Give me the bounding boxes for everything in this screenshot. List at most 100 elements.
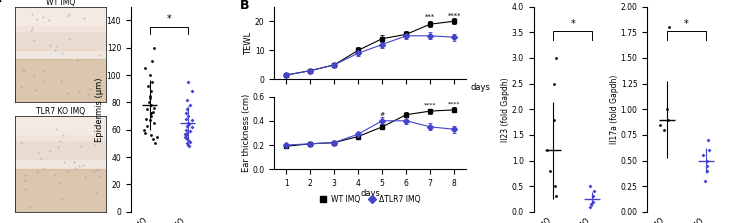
Point [94, 174, 106, 178]
Point [147, 138, 159, 141]
Point [182, 143, 194, 147]
Point [62, 37, 74, 40]
Point [655, 123, 666, 126]
Point [89, 190, 101, 193]
Point [147, 110, 159, 114]
Point [37, 15, 49, 19]
Legend: WT IMQ, ΔTLR7 IMQ: WT IMQ, ΔTLR7 IMQ [317, 192, 424, 207]
Point [25, 29, 37, 33]
Bar [15, 169, 106, 212]
Point [32, 151, 44, 154]
Point [75, 144, 86, 148]
Point [180, 128, 191, 132]
Y-axis label: Il23 (fold Gapdh): Il23 (fold Gapdh) [501, 77, 510, 142]
Point [698, 154, 710, 157]
Text: ***: *** [425, 14, 435, 20]
Point [146, 80, 158, 84]
Point [181, 131, 193, 134]
Point [180, 134, 192, 137]
Point [184, 129, 196, 133]
Point [73, 90, 85, 93]
Point [549, 184, 561, 188]
Point [92, 81, 103, 85]
Point [62, 92, 74, 95]
Point [183, 122, 195, 126]
Point [587, 200, 599, 203]
Point [141, 107, 152, 111]
Point [29, 73, 40, 77]
Point [37, 166, 48, 169]
Point [144, 97, 155, 100]
Point [181, 124, 193, 128]
Point [44, 43, 56, 47]
Point [45, 149, 56, 152]
Point [68, 160, 80, 164]
Text: *: * [166, 14, 172, 25]
Point [151, 135, 163, 138]
Y-axis label: Epidermis (µm): Epidermis (µm) [95, 77, 104, 142]
Point [71, 58, 83, 61]
Point [658, 128, 670, 132]
Point [31, 170, 43, 173]
Point [52, 146, 64, 149]
Point [145, 134, 157, 137]
Point [138, 128, 150, 132]
Point [141, 84, 153, 88]
Point [26, 13, 38, 16]
Point [184, 103, 196, 107]
Point [550, 56, 561, 60]
Point [149, 142, 161, 145]
Point [78, 16, 89, 20]
Point [548, 118, 560, 121]
Point [183, 139, 195, 142]
Point [51, 44, 62, 48]
Bar [15, 26, 106, 50]
Point [583, 184, 595, 188]
Point [585, 202, 597, 206]
Point [584, 205, 596, 209]
Point [37, 80, 49, 83]
Point [49, 49, 61, 52]
Point [43, 19, 55, 22]
Point [54, 139, 66, 143]
Y-axis label: Il17a (fold Gapdh): Il17a (fold Gapdh) [610, 74, 619, 144]
Point [144, 101, 155, 104]
Point [661, 107, 673, 111]
Point [181, 98, 193, 101]
Point [144, 94, 156, 97]
Point [186, 90, 198, 93]
Point [81, 93, 93, 96]
Point [588, 190, 600, 193]
Point [20, 188, 32, 191]
Point [62, 169, 74, 173]
Point [548, 82, 559, 85]
Point [29, 39, 40, 42]
Point [701, 169, 712, 173]
Point [24, 205, 36, 209]
Bar [15, 59, 106, 102]
Point [56, 51, 68, 54]
Text: B: B [240, 0, 249, 12]
Point [144, 112, 156, 115]
Point [184, 140, 196, 144]
Point [15, 85, 27, 89]
Point [79, 175, 91, 179]
Point [141, 117, 152, 121]
Point [663, 25, 675, 29]
Point [35, 156, 47, 160]
Point [84, 87, 96, 91]
Point [545, 169, 556, 173]
Point [144, 118, 156, 122]
Point [588, 195, 600, 198]
Point [51, 128, 62, 131]
Point [183, 80, 194, 84]
Point [139, 131, 150, 134]
Point [185, 125, 197, 129]
Point [92, 169, 103, 172]
Point [148, 46, 160, 50]
Point [30, 88, 42, 91]
Point [19, 178, 31, 182]
Point [179, 132, 191, 136]
Point [182, 142, 194, 145]
Point [701, 159, 713, 162]
